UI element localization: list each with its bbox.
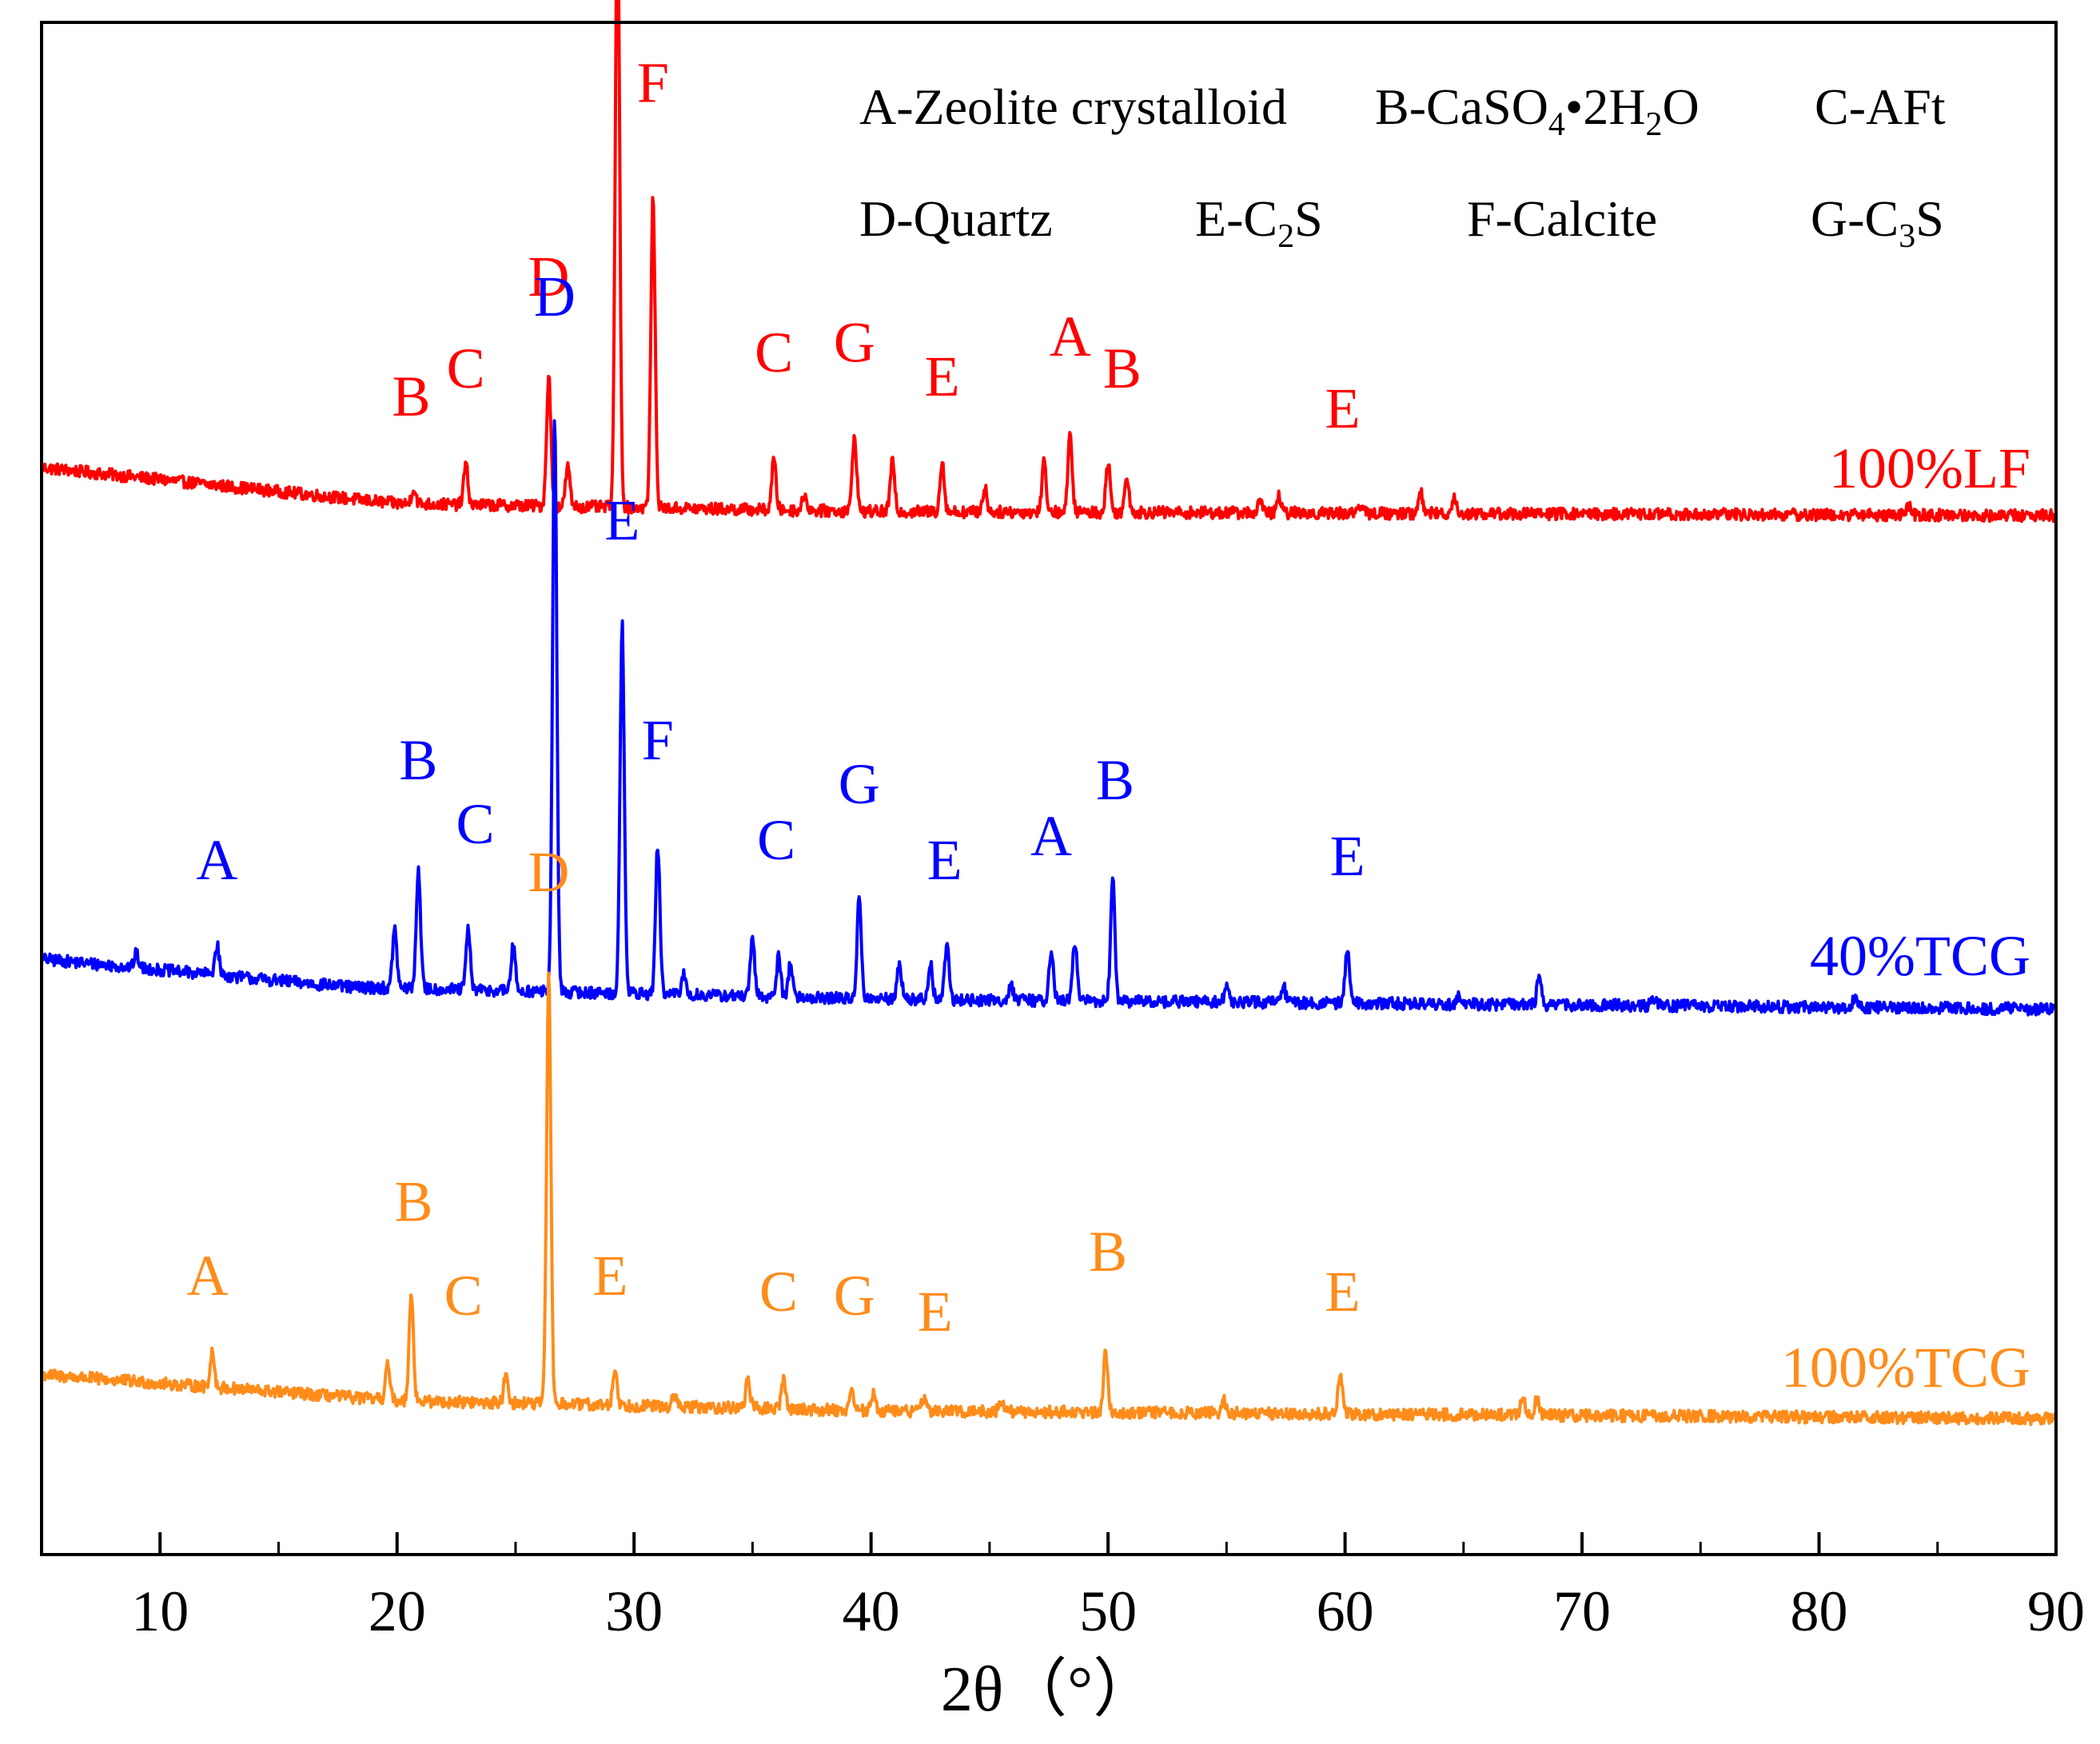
peak-label: B	[1096, 748, 1134, 812]
legend-entry: G-C3S	[1811, 190, 1944, 255]
peak-label: E	[1325, 376, 1361, 440]
peak-label: G	[834, 1264, 875, 1328]
peak-label: E	[593, 1244, 628, 1308]
peak-label: E	[927, 828, 962, 892]
peak-label: B	[1103, 336, 1142, 400]
legend: A-Zeolite crystalloid B-CaSO4•2H2O C-AFt D-…	[859, 78, 1946, 255]
peak-label: E	[604, 488, 640, 552]
peak-label: C	[757, 808, 795, 872]
peak-label: E	[925, 344, 960, 408]
x-tick-label: 50	[1079, 1579, 1137, 1643]
peak-label: F	[637, 51, 669, 115]
legend-entry: D-Quartz	[859, 190, 1053, 247]
peak-label: A	[196, 828, 237, 892]
peak-label: D	[528, 245, 569, 309]
peak-label: B	[399, 728, 437, 792]
legend-entry: C-AFt	[1815, 78, 1946, 135]
series-line-40pct-tcg	[40, 419, 2058, 1017]
peak-label: A	[1050, 305, 1091, 368]
x-tick-label: 10	[131, 1579, 189, 1643]
peak-label: F	[642, 708, 674, 772]
peak-label: E	[1330, 824, 1365, 888]
series-line-100pct-lf	[40, 0, 2058, 524]
x-tick-label: 30	[605, 1579, 663, 1643]
x-tick-label: 60	[1317, 1579, 1374, 1643]
series-line-100pct-tcg	[41, 971, 2058, 1427]
series-layer	[40, 0, 2058, 1427]
legend-entry: A-Zeolite crystalloid	[859, 78, 1287, 135]
annotation-layer: BCDEFCGEABE100%LFABCDEFCGEABE40%TCGABCDE…	[187, 51, 2031, 1400]
peak-label: A	[187, 1244, 229, 1308]
peak-label: E	[918, 1280, 953, 1344]
plot-frame	[40, 21, 2058, 1556]
x-tick-label: 90	[2027, 1579, 2085, 1643]
peak-label: G	[834, 311, 875, 375]
x-tick-label: 70	[1553, 1579, 1611, 1643]
legend-entry: B-CaSO4•2H2O	[1375, 78, 1700, 143]
series-label: 40%TCG	[1810, 924, 2030, 988]
peak-label: C	[447, 336, 485, 400]
peak-label: B	[394, 1170, 432, 1234]
x-tick-label: 40	[843, 1579, 900, 1643]
peak-label: D	[534, 265, 576, 328]
x-tick-label: 20	[369, 1579, 426, 1643]
peak-label: C	[444, 1264, 483, 1328]
series-label: 100%LF	[1829, 436, 2030, 500]
legend-entry: E-C2S	[1195, 190, 1323, 255]
peak-label: A	[1030, 804, 1072, 868]
peak-label: B	[1089, 1220, 1127, 1284]
peak-label: E	[1325, 1260, 1361, 1324]
peak-label: C	[759, 1260, 798, 1324]
peak-label: B	[392, 364, 430, 428]
peak-label: G	[839, 752, 880, 816]
x-axis-title: 2θ（°）	[941, 1654, 1157, 1725]
peak-label: C	[755, 321, 793, 384]
peak-label: C	[456, 792, 494, 856]
peak-label: D	[528, 840, 569, 904]
legend-entry: F-Calcite	[1467, 190, 1657, 247]
series-label: 100%TCG	[1781, 1336, 2030, 1400]
x-axis: 10 20 30 40 50 60 70 80 90	[131, 1532, 2085, 1643]
x-tick-label: 80	[1791, 1579, 1848, 1643]
